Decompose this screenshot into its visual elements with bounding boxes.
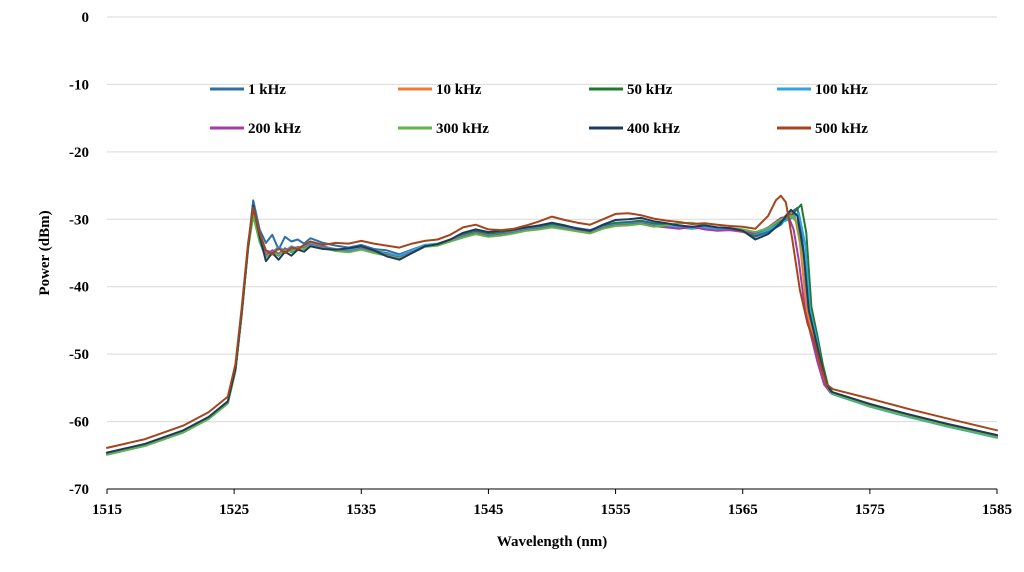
x-tick-label: 1535	[346, 502, 376, 518]
legend-label-1-khz: 1 kHz	[248, 82, 286, 98]
x-tick-label: 1555	[601, 502, 631, 518]
y-tick-label: -10	[69, 77, 89, 93]
y-tick-label: -30	[69, 212, 89, 228]
series-line-500-khz	[106, 194, 998, 449]
y-tick-label: -40	[69, 280, 89, 296]
series-line-300-khz	[106, 214, 998, 456]
y-tick-label: -50	[69, 347, 89, 363]
series-lines	[106, 194, 998, 456]
legend-label-100-khz: 100 kHz	[815, 82, 868, 98]
legend-label-300-khz: 300 kHz	[436, 121, 489, 137]
x-tick-label: 1575	[855, 502, 885, 518]
y-tick-label: -20	[69, 145, 89, 161]
x-tick-label: 1515	[92, 502, 122, 518]
legend-label-10-khz: 10 kHz	[436, 82, 482, 98]
y-tick-label: -70	[69, 482, 89, 498]
series-line-400-khz	[106, 204, 998, 454]
y-tick-label: 0	[82, 10, 90, 26]
legend: 1 kHz 10 kHz 50 kHz 100 kHz 200 kHz 300 kHz 40…	[210, 82, 868, 137]
x-tick-label: 1525	[219, 502, 249, 518]
legend-label-200-khz: 200 kHz	[248, 121, 301, 137]
x-tick-label: 1565	[728, 502, 758, 518]
legend-label-500-khz: 500 kHz	[815, 121, 868, 137]
x-tick-label: 1585	[982, 502, 1012, 518]
grid	[107, 16, 997, 423]
x-tick-label: 1545	[473, 502, 503, 518]
legend-label-50-khz: 50 kHz	[627, 82, 673, 98]
y-axis-title: Power (dBm)	[37, 210, 53, 295]
x-axis-title: Wavelength (nm)	[497, 534, 607, 550]
legend-label-400-khz: 400 kHz	[627, 121, 680, 137]
axes: Wavelength (nm) Power (dBm) 0 -10 -20 -30 -4…	[37, 10, 1012, 550]
y-tick-label: -60	[69, 415, 89, 431]
